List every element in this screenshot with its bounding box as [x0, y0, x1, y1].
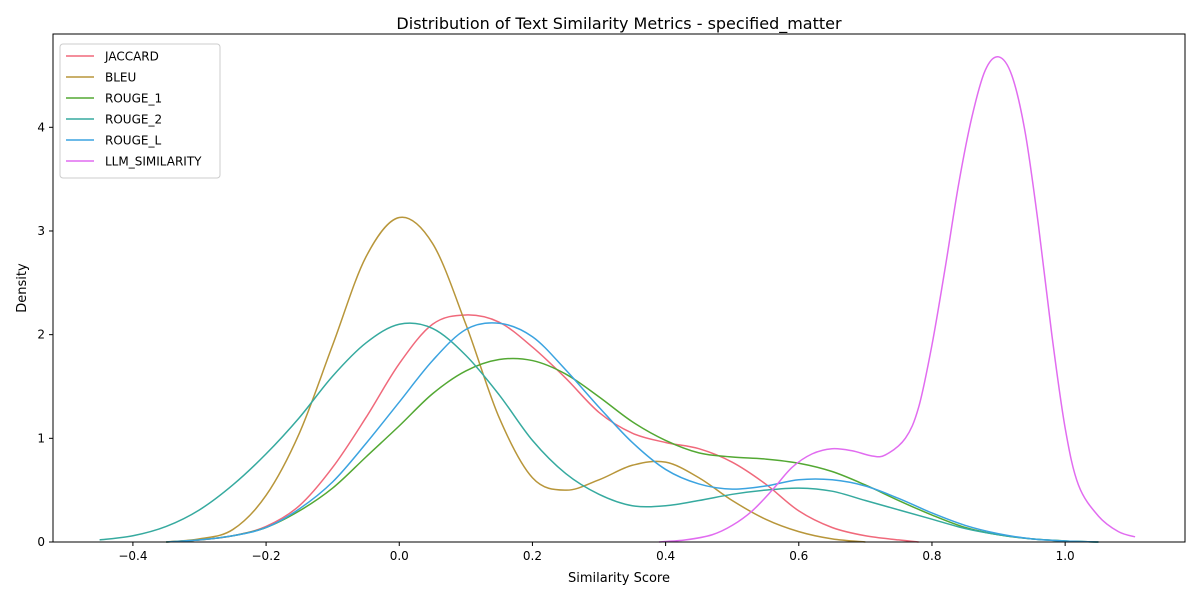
- plot-frame: [52, 33, 1186, 543]
- x-tick-label: −0.2: [252, 549, 281, 563]
- series-line-bleu: [166, 216, 866, 543]
- legend-label: ROUGE_L: [105, 134, 161, 148]
- x-tick-label: 0.6: [789, 549, 808, 563]
- y-tick-label: 3: [37, 224, 45, 238]
- x-tick-label: 0.8: [922, 549, 941, 563]
- y-tick-label: 0: [37, 535, 45, 549]
- series-line-rouge-l: [166, 322, 1099, 543]
- legend: JACCARD BLEU ROUGE_1 ROUGE_2 ROUGE_L LLM_SIMI…: [59, 43, 221, 179]
- legend-box: [59, 43, 221, 179]
- series-line-llm-similarity: [658, 55, 1136, 543]
- x-axis-label: Similarity Score: [568, 571, 670, 586]
- x-tick-label: −0.4: [118, 549, 147, 563]
- legend-label: BLEU: [105, 71, 136, 85]
- x-tick-label: 0.4: [656, 549, 675, 563]
- series-line-jaccard: [166, 314, 919, 543]
- legend-label: LLM_SIMILARITY: [105, 155, 202, 169]
- y-tick-label: 2: [37, 328, 45, 342]
- x-tick-label: 1.0: [1056, 549, 1075, 563]
- series-line-rouge-1: [166, 357, 1099, 543]
- plot-lines: [99, 55, 1136, 543]
- y-tick-label: 4: [37, 120, 45, 134]
- x-tick-label: 0.2: [523, 549, 542, 563]
- legend-label: JACCARD: [104, 50, 159, 64]
- y-axis: 0 1 2 3 4: [37, 120, 53, 549]
- legend-label: ROUGE_1: [105, 92, 162, 106]
- x-axis: −0.4 −0.2 0.0 0.2 0.4 0.6 0.8 1.0: [118, 542, 1075, 563]
- x-tick-label: 0.0: [390, 549, 409, 563]
- chart-title: Distribution of Text Similarity Metrics …: [396, 14, 842, 34]
- y-axis-label: Density: [15, 263, 30, 313]
- legend-label: ROUGE_2: [105, 113, 162, 127]
- series-line-rouge-2: [99, 322, 1099, 543]
- y-tick-label: 1: [37, 431, 45, 445]
